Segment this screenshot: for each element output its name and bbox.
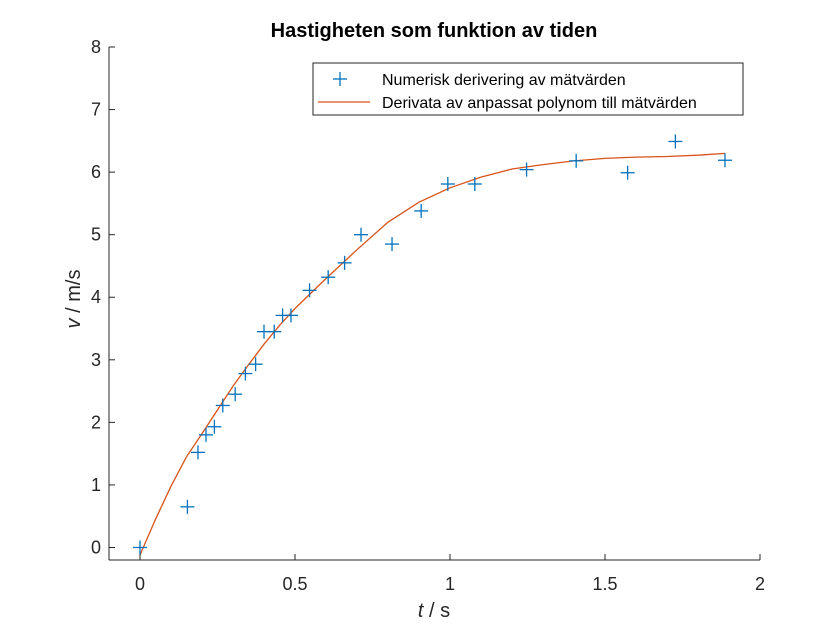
data-point-marker (337, 255, 352, 270)
data-point-marker (207, 419, 222, 434)
data-point-marker (440, 177, 455, 192)
legend-box (312, 62, 744, 116)
data-point-marker (228, 387, 243, 402)
data-point-marker (248, 357, 263, 372)
legend-entry-line: Derivata av anpassat polynom till mätvär… (382, 95, 697, 112)
data-point-marker (414, 203, 429, 218)
data-point-marker (215, 398, 230, 413)
x-tick-label: 2 (755, 574, 765, 594)
data-point-marker (238, 366, 253, 381)
x-tick-label: 1.5 (592, 574, 617, 594)
data-point-marker (385, 237, 400, 252)
y-tick-label: 8 (91, 37, 101, 57)
plot-background (109, 47, 760, 560)
y-tick-label: 5 (91, 225, 101, 245)
x-axis-label-unit: / s (423, 600, 450, 622)
plot-area (109, 47, 760, 560)
data-point-marker (717, 153, 732, 168)
data-layer (133, 134, 732, 556)
y-axis-label-symbol: v (63, 317, 85, 328)
data-point-marker (180, 499, 195, 514)
x-axis-label-symbol: t (418, 600, 425, 622)
legend: Numerisk derivering av mätvärden Derivat… (312, 62, 744, 116)
y-tick-label: 0 (91, 537, 101, 557)
y-tick-label: 2 (91, 412, 101, 432)
data-point-marker (199, 427, 214, 442)
chart-title: Hastigheten som funktion av tiden (271, 20, 598, 42)
data-point-marker (133, 540, 147, 555)
y-tick-label: 6 (91, 162, 101, 182)
data-point-marker (467, 177, 482, 192)
axes-layer: 0 0.5 1 1.5 2 0 1 2 3 4 5 6 7 8 (91, 37, 765, 594)
y-axis-label: v / m/s (63, 270, 85, 329)
y-tick-label: 4 (91, 287, 101, 307)
data-point-marker (283, 308, 298, 323)
y-tick-label: 1 (91, 475, 101, 495)
x-tick-label: 0.5 (282, 574, 307, 594)
data-point-marker (354, 227, 369, 242)
y-axis-label-unit: / m/s (63, 270, 85, 319)
data-point-marker (668, 134, 683, 149)
data-point-marker (267, 324, 282, 339)
data-point-marker (190, 445, 205, 460)
data-point-marker (321, 270, 336, 285)
data-point-marker (302, 283, 317, 298)
x-tick-label: 1 (445, 574, 455, 594)
data-point-marker (569, 153, 584, 168)
legend-entry-scatter: Numerisk derivering av mätvärden (382, 72, 626, 89)
legend-marker-icon (333, 72, 347, 86)
y-tick-label: 7 (91, 100, 101, 120)
data-point-marker (519, 162, 534, 177)
x-tick-label: 0 (135, 574, 145, 594)
x-axis-label: t / s (418, 600, 450, 622)
y-tick-label: 3 (91, 350, 101, 370)
data-point-marker (620, 165, 635, 180)
fitted-derivative-line (139, 152, 726, 556)
